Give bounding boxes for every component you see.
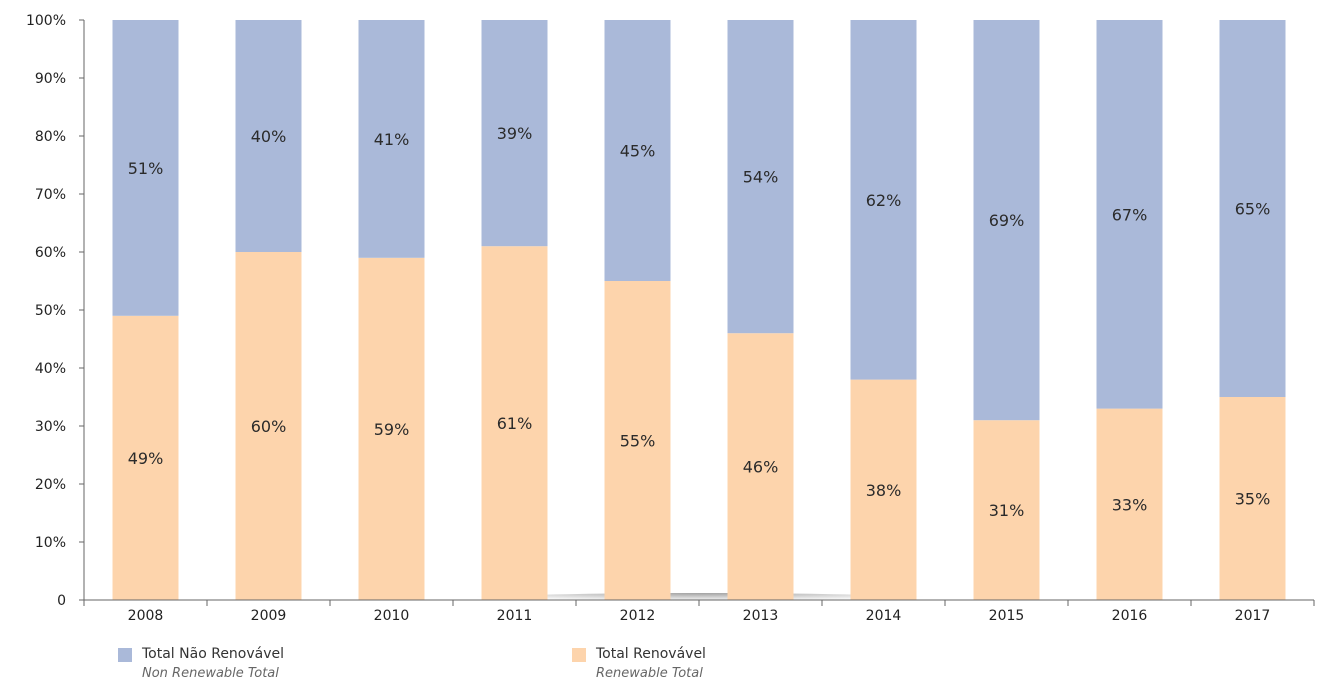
x-tick-label-2017: 2017 — [1235, 608, 1271, 624]
x-tick-label-2016: 2016 — [1112, 608, 1148, 624]
y-tick-label-90: 90% — [35, 71, 66, 87]
data-label-renewable-2015: 31% — [989, 501, 1025, 520]
x-tick-label-2015: 2015 — [989, 608, 1025, 624]
y-tick-label-40: 40% — [35, 361, 66, 377]
bar-renewable-2016 — [1096, 408, 1163, 600]
data-label-non-renewable-2011: 39% — [497, 124, 533, 143]
legend-sublabel-renewable: Renewable Total — [596, 666, 703, 681]
legend-swatch-renewable — [572, 648, 586, 662]
y-tick-label-30: 30% — [35, 419, 66, 435]
bar-non-renewable-2016 — [1096, 20, 1163, 409]
y-tick-label-80: 80% — [35, 129, 66, 145]
x-tick-label-2012: 2012 — [620, 608, 656, 624]
bar-non-renewable-2013 — [727, 20, 794, 334]
bar-renewable-2012 — [604, 281, 671, 600]
bar-non-renewable-2012 — [604, 20, 671, 281]
x-tick-label-2010: 2010 — [374, 608, 410, 624]
y-tick-label-20: 20% — [35, 477, 66, 493]
legend-swatch-non-renewable — [118, 648, 132, 662]
data-label-renewable-2014: 38% — [866, 481, 902, 500]
data-label-non-renewable-2015: 69% — [989, 211, 1025, 230]
data-label-renewable-2008: 49% — [128, 449, 164, 468]
bar-renewable-2017 — [1219, 397, 1286, 600]
y-tick-label-70: 70% — [35, 187, 66, 203]
data-label-renewable-2017: 35% — [1235, 490, 1271, 509]
legend-sublabel-non-renewable: Non Renewable Total — [142, 666, 279, 681]
bar-non-renewable-2014 — [850, 20, 917, 380]
data-label-non-renewable-2012: 45% — [620, 142, 656, 161]
bar-renewable-2009 — [235, 252, 302, 600]
bar-non-renewable-2011 — [481, 20, 548, 247]
data-label-non-renewable-2009: 40% — [251, 127, 287, 146]
data-label-renewable-2013: 46% — [743, 458, 779, 477]
data-label-renewable-2012: 55% — [620, 432, 656, 451]
bar-renewable-2013 — [727, 333, 794, 600]
bar-non-renewable-2017 — [1219, 20, 1286, 397]
x-tick-label-2014: 2014 — [866, 608, 902, 624]
bars-layer — [112, 20, 1286, 600]
axis-shadow — [440, 593, 960, 609]
data-label-non-renewable-2013: 54% — [743, 168, 779, 187]
y-tick-label-100: 100% — [26, 13, 66, 29]
data-labels-layer: 49% 51% 60% 40% 59% 41% 61% 39% 55% 45% 46% 54% 38% 6… — [128, 124, 1271, 520]
axes-layer: 0 10% 20% 30% 40% 50% 60% 70% 80% 90% 100% 2008 2009… — [26, 13, 1315, 624]
bar-non-renewable-2009 — [235, 20, 302, 252]
data-label-renewable-2009: 60% — [251, 417, 287, 436]
y-tick-label-0: 0 — [57, 593, 66, 609]
bar-non-renewable-2010 — [358, 20, 425, 258]
bar-renewable-2011 — [481, 246, 548, 600]
x-tick-label-2013: 2013 — [743, 608, 779, 624]
y-tick-label-60: 60% — [35, 245, 66, 261]
data-label-non-renewable-2010: 41% — [374, 130, 410, 149]
data-label-renewable-2016: 33% — [1112, 495, 1148, 514]
data-label-renewable-2010: 59% — [374, 420, 410, 439]
x-tick-label-2011: 2011 — [497, 608, 533, 624]
data-label-non-renewable-2008: 51% — [128, 159, 164, 178]
bar-renewable-2008 — [112, 315, 179, 600]
x-tick-label-2009: 2009 — [251, 608, 287, 624]
bar-non-renewable-2015 — [973, 20, 1040, 421]
y-tick-label-50: 50% — [35, 303, 66, 319]
bar-renewable-2014 — [850, 379, 917, 600]
legend-label-non-renewable: Total Não Renovável — [142, 646, 285, 662]
data-label-renewable-2011: 61% — [497, 414, 533, 433]
data-label-non-renewable-2016: 67% — [1112, 205, 1148, 224]
bar-renewable-2010 — [358, 257, 425, 600]
bar-renewable-2015 — [973, 420, 1040, 600]
x-tick-label-2008: 2008 — [128, 608, 164, 624]
legend-label-renewable: Total Renovável — [596, 646, 706, 662]
y-tick-label-10: 10% — [35, 535, 66, 551]
bar-non-renewable-2008 — [112, 20, 179, 316]
data-label-non-renewable-2017: 65% — [1235, 200, 1271, 219]
data-label-non-renewable-2014: 62% — [866, 191, 902, 210]
